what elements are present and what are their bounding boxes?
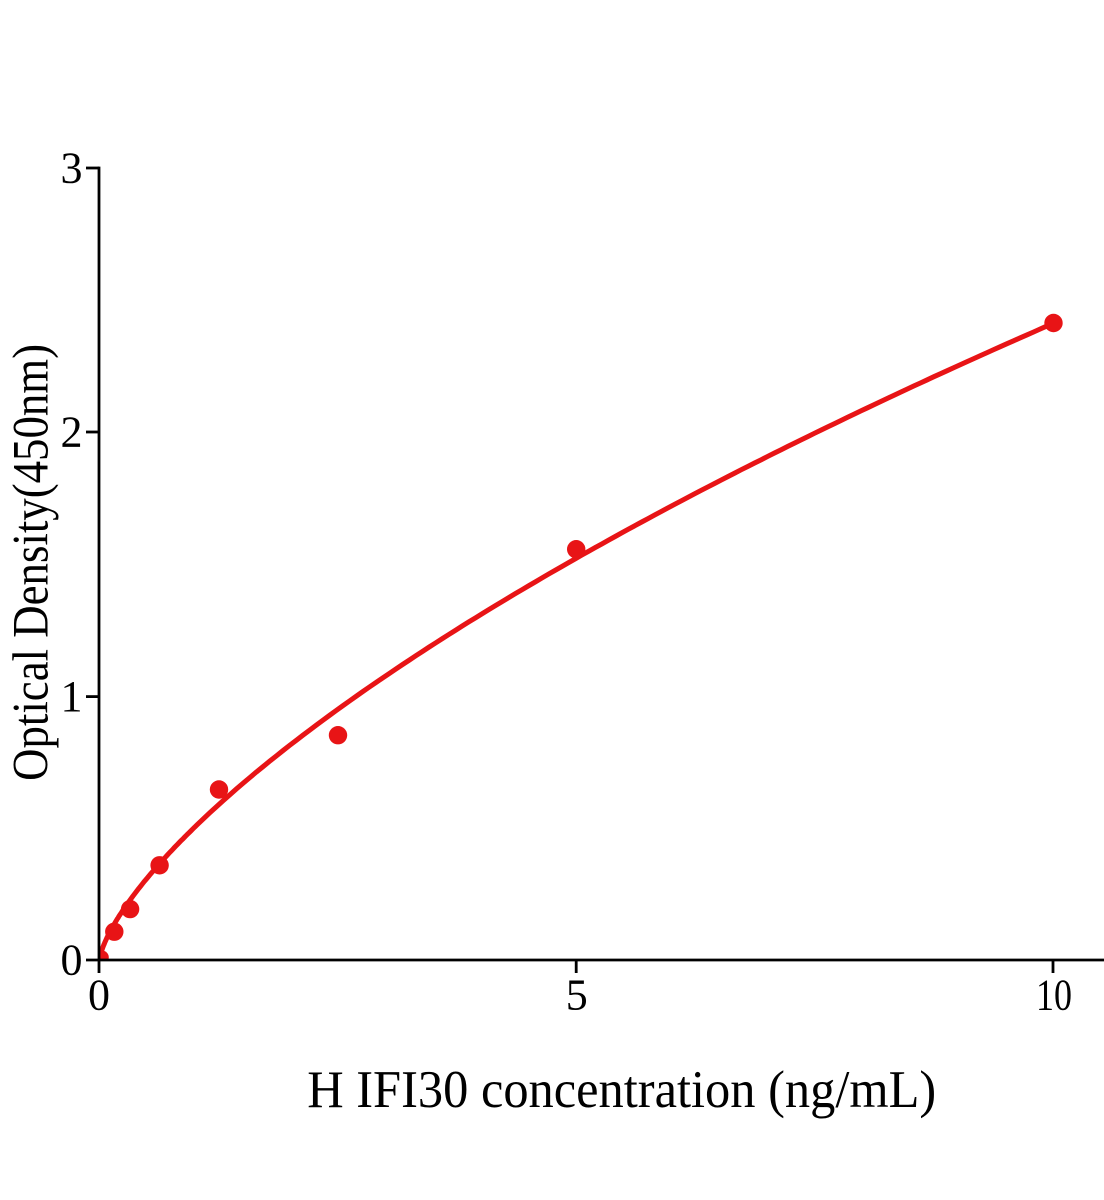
svg-text:0: 0: [88, 971, 110, 1020]
svg-text:10: 10: [1036, 971, 1072, 1020]
svg-text:0: 0: [61, 935, 83, 984]
svg-text:Optical Density(450nm): Optical Density(450nm): [3, 344, 59, 781]
svg-text:5: 5: [566, 971, 588, 1020]
svg-text:H IFI30 concentration (ng/mL): H IFI30 concentration (ng/mL): [307, 1061, 936, 1119]
svg-text:3: 3: [61, 143, 83, 192]
svg-text:1: 1: [61, 672, 83, 721]
svg-text:2: 2: [61, 407, 83, 456]
